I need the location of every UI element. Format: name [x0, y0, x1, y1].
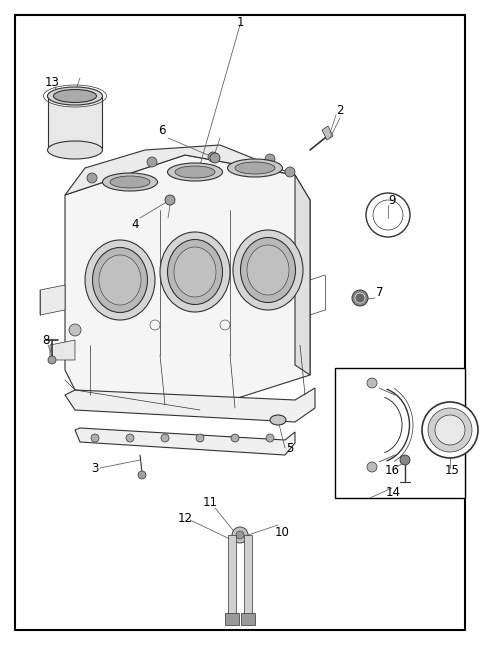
Circle shape [196, 434, 204, 442]
Polygon shape [225, 613, 239, 625]
Ellipse shape [175, 166, 215, 178]
Circle shape [285, 167, 295, 177]
Text: 1: 1 [236, 15, 244, 28]
Text: 14: 14 [385, 486, 400, 499]
Text: 4: 4 [131, 219, 139, 232]
Ellipse shape [93, 248, 147, 312]
Text: 10: 10 [275, 526, 289, 539]
Circle shape [266, 434, 274, 442]
Text: 6: 6 [158, 123, 166, 137]
Text: 3: 3 [91, 462, 99, 475]
Polygon shape [241, 613, 255, 625]
Polygon shape [48, 96, 102, 150]
Text: 2: 2 [336, 103, 344, 117]
Circle shape [236, 531, 244, 539]
Circle shape [367, 378, 377, 388]
Ellipse shape [168, 163, 223, 181]
Text: 15: 15 [444, 464, 459, 477]
Ellipse shape [110, 176, 150, 188]
Ellipse shape [228, 159, 283, 177]
Circle shape [87, 173, 97, 183]
Ellipse shape [160, 232, 230, 312]
Circle shape [435, 415, 465, 445]
Circle shape [48, 356, 56, 364]
Polygon shape [40, 285, 65, 315]
Ellipse shape [247, 245, 289, 295]
Ellipse shape [48, 141, 103, 159]
Text: 9: 9 [388, 194, 396, 206]
Ellipse shape [53, 90, 96, 103]
Ellipse shape [233, 230, 303, 310]
Circle shape [126, 434, 134, 442]
Polygon shape [75, 428, 295, 455]
Ellipse shape [85, 240, 155, 320]
Circle shape [91, 434, 99, 442]
Text: 7: 7 [376, 286, 384, 299]
Circle shape [161, 434, 169, 442]
Circle shape [231, 434, 239, 442]
Circle shape [208, 152, 218, 162]
Text: 13: 13 [45, 75, 60, 88]
Polygon shape [228, 535, 236, 615]
Polygon shape [65, 155, 310, 410]
Ellipse shape [270, 415, 286, 425]
Ellipse shape [48, 87, 103, 105]
Text: 5: 5 [286, 441, 294, 455]
Ellipse shape [174, 247, 216, 297]
Circle shape [210, 153, 220, 163]
Polygon shape [65, 145, 295, 195]
Circle shape [265, 154, 275, 164]
Circle shape [352, 290, 368, 306]
Circle shape [367, 462, 377, 472]
Ellipse shape [240, 237, 296, 303]
Text: 16: 16 [384, 464, 399, 477]
Circle shape [165, 195, 175, 205]
Circle shape [400, 455, 410, 465]
Circle shape [242, 612, 254, 624]
Text: 12: 12 [178, 511, 192, 524]
Ellipse shape [168, 239, 223, 304]
Polygon shape [244, 535, 252, 615]
Circle shape [428, 408, 472, 452]
Text: 8: 8 [42, 333, 50, 346]
Polygon shape [50, 340, 75, 360]
Circle shape [422, 402, 478, 458]
Polygon shape [295, 175, 310, 375]
Text: 11: 11 [203, 495, 217, 508]
Polygon shape [322, 126, 333, 140]
Circle shape [226, 612, 238, 624]
Circle shape [69, 324, 81, 336]
Ellipse shape [99, 255, 141, 305]
Circle shape [138, 471, 146, 479]
Circle shape [355, 293, 365, 303]
Circle shape [147, 157, 157, 167]
Polygon shape [65, 388, 315, 422]
Ellipse shape [103, 173, 157, 191]
Ellipse shape [235, 162, 275, 174]
Circle shape [232, 527, 248, 543]
Bar [335, 368, 465, 498]
